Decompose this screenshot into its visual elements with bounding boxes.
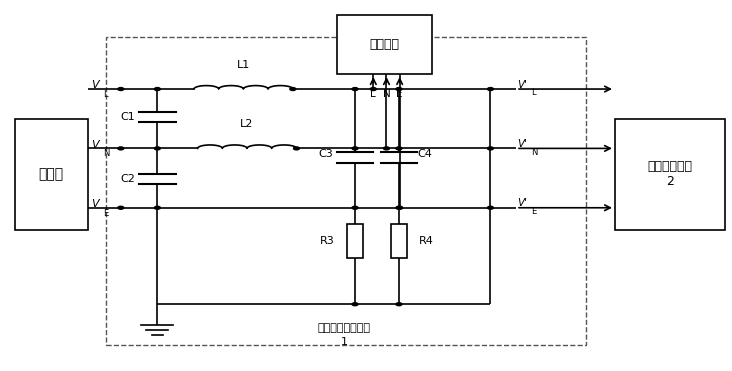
Circle shape	[370, 88, 376, 91]
Bar	[15, 119, 88, 230]
Circle shape	[488, 147, 493, 150]
Bar	[391, 224, 407, 258]
Circle shape	[154, 147, 160, 150]
Text: N: N	[103, 150, 110, 158]
Circle shape	[118, 147, 124, 150]
Text: V: V	[92, 199, 99, 209]
Text: C2: C2	[121, 174, 135, 184]
Circle shape	[154, 206, 160, 209]
Text: L: L	[531, 88, 535, 97]
Circle shape	[294, 147, 299, 150]
Circle shape	[396, 147, 402, 150]
Circle shape	[352, 303, 358, 306]
Text: L2: L2	[240, 119, 254, 129]
Text: V: V	[92, 140, 99, 150]
Circle shape	[396, 88, 402, 91]
Text: L1: L1	[236, 60, 250, 70]
Text: N: N	[383, 89, 390, 99]
Text: E: E	[103, 209, 108, 218]
Bar	[106, 37, 586, 345]
Circle shape	[290, 88, 296, 91]
Text: 信号选择模块
2: 信号选择模块 2	[647, 160, 692, 188]
Circle shape	[352, 88, 358, 91]
Circle shape	[154, 88, 160, 91]
Circle shape	[352, 206, 358, 209]
Bar	[337, 15, 432, 74]
Bar	[347, 224, 363, 258]
Text: 被测设备: 被测设备	[370, 38, 399, 51]
Circle shape	[488, 88, 493, 91]
Text: R3: R3	[320, 236, 335, 246]
Circle shape	[488, 206, 493, 209]
Text: 1: 1	[340, 338, 348, 347]
Text: L: L	[370, 89, 376, 99]
Text: C1: C1	[121, 112, 135, 122]
Text: C4: C4	[417, 149, 432, 159]
Circle shape	[396, 206, 402, 209]
Text: C3: C3	[318, 149, 333, 159]
Circle shape	[396, 303, 402, 306]
Circle shape	[118, 88, 124, 91]
Text: V: V	[92, 81, 99, 90]
Circle shape	[118, 206, 124, 209]
Text: E: E	[397, 89, 403, 99]
Text: E: E	[531, 207, 536, 216]
Text: V': V'	[518, 139, 528, 149]
Circle shape	[352, 147, 358, 150]
Circle shape	[384, 147, 389, 150]
Text: R4: R4	[419, 236, 434, 246]
Text: V': V'	[518, 198, 528, 208]
Circle shape	[397, 206, 403, 209]
Text: 主电源: 主电源	[39, 167, 64, 181]
Text: V': V'	[518, 80, 528, 89]
Text: N: N	[531, 148, 537, 157]
Bar	[615, 119, 725, 230]
Text: L: L	[103, 90, 108, 99]
Text: 线性阻批稳定网络: 线性阻批稳定网络	[318, 324, 370, 333]
